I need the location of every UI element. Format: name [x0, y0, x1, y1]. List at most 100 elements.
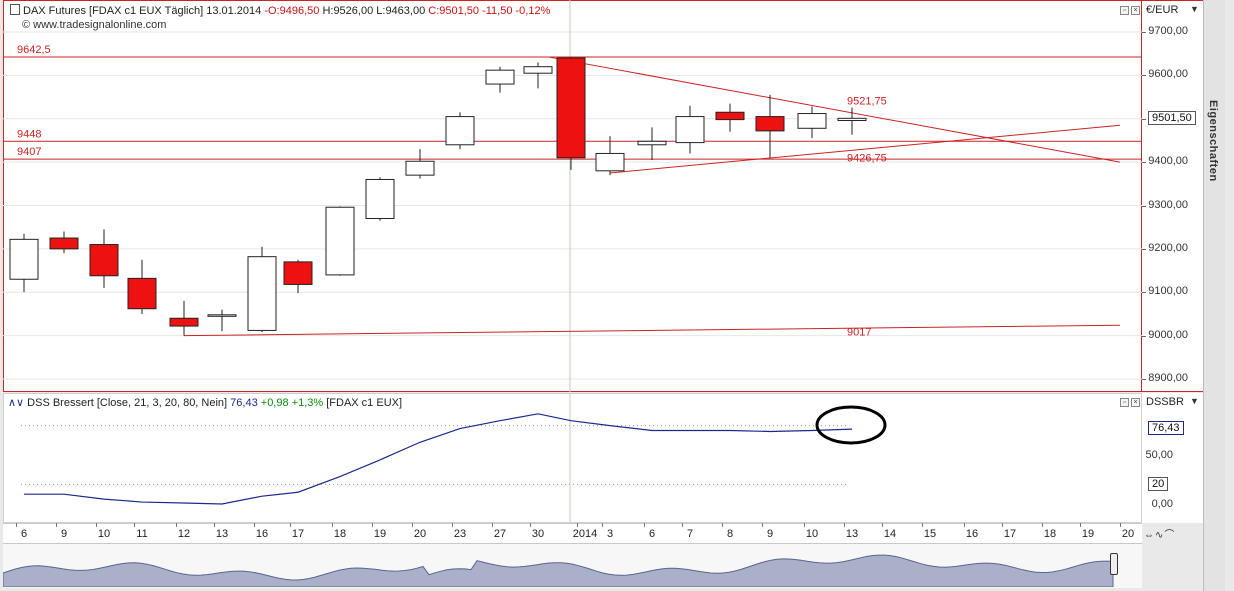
indicator-name: DSS Bressert [Close, 21, 3, 20, 80, Nein… [27, 397, 228, 409]
price-axis-tick-mark [1142, 118, 1146, 120]
candle-body [837, 117, 867, 121]
indicator-close-button[interactable]: × [1131, 398, 1140, 407]
time-axis-label: 16 [255, 528, 269, 540]
price-axis-tick-mark [1142, 292, 1146, 294]
time-axis-label: 7 [686, 528, 694, 540]
candle-body [595, 152, 625, 172]
ohlc-close: C:9501,50 [428, 5, 480, 17]
time-axis-tick [804, 523, 805, 527]
scroll-handle[interactable] [1110, 553, 1118, 575]
level-annotation-label: 9521,75 [847, 95, 887, 107]
indicator-maximize-button[interactable]: ▫ [1120, 398, 1129, 407]
time-axis-tick [1080, 523, 1081, 527]
indicator-tick-20: 20 [1148, 477, 1169, 491]
price-axis-tick: 9100,00 [1148, 285, 1188, 298]
time-axis-tick [492, 523, 493, 527]
time-axis-tick [922, 523, 923, 527]
watermark: © www.tradesignalonline.com [22, 19, 167, 31]
time-axis-tick [56, 523, 57, 527]
time-axis-label: 3 [606, 528, 614, 540]
time-axis-tick [1042, 523, 1043, 527]
indicator-axis-label: DSSBR [1146, 396, 1184, 408]
time-axis-label: 14 [883, 528, 897, 540]
indicator-svg [21, 393, 887, 523]
indicator-axis[interactable] [1142, 393, 1203, 523]
ohlc-high: H:9526,00 [322, 5, 374, 17]
candle-body [49, 237, 79, 250]
time-axis-tick [844, 523, 845, 527]
time-axis-label: 16 [965, 528, 979, 540]
time-axis-label: 9 [60, 528, 68, 540]
price-axis-tick: 9200,00 [1148, 241, 1188, 254]
candle-body [325, 206, 355, 276]
close-pane-button[interactable]: × [1131, 6, 1140, 15]
horizontal-level-label: 9448 [17, 128, 41, 140]
time-axis[interactable] [3, 523, 1142, 543]
properties-side-panel[interactable]: Eigenschaften [1203, 0, 1225, 591]
ohlc-low: L:9463,00 [376, 5, 426, 17]
horizontal-level-label: 9407 [17, 146, 41, 158]
price-axis-tick: 9400,00 [1148, 155, 1188, 168]
candle-body [797, 113, 827, 129]
price-axis[interactable] [1142, 0, 1203, 392]
candle-body [207, 314, 237, 317]
time-axis-label: 11 [136, 528, 148, 540]
ohlc-open: O:9496,50 [268, 5, 320, 17]
time-axis-label: 13 [215, 528, 229, 540]
trendline [547, 56, 1121, 163]
candle-body [755, 116, 785, 132]
price-axis-tick: 9600,00 [1148, 68, 1188, 81]
indicator-wave-icon: ∧∨ [8, 397, 25, 409]
time-axis-label: 15 [923, 528, 937, 540]
price-axis-tick-mark [1142, 335, 1146, 337]
chart-title: DAX Futures [FDAX c1 EUX Täglich] 13.01.… [10, 4, 550, 17]
time-axis-label: 9 [766, 528, 774, 540]
candle-body [169, 317, 199, 327]
candle-body [283, 261, 313, 285]
time-axis-label: 10 [97, 528, 111, 540]
indicator-title: ∧∨ DSS Bressert [Close, 21, 3, 20, 80, N… [8, 396, 402, 409]
chart-icon [10, 4, 20, 15]
time-axis-label: 18 [333, 528, 347, 540]
time-axis-tick [452, 523, 453, 527]
time-axis-label: 2014 [572, 528, 598, 540]
time-axis-label: 23 [453, 528, 467, 540]
candle-body [675, 116, 705, 144]
currency-dropdown-icon[interactable]: ▼ [1190, 4, 1199, 14]
time-axis-tick [96, 523, 97, 527]
level-annotation-label: 9017 [847, 326, 871, 338]
time-axis-label: 27 [493, 528, 507, 540]
horizontal-level-label: 9642,5 [17, 44, 51, 56]
price-axis-tick: 9000,00 [1148, 328, 1188, 341]
time-axis-label: 17 [291, 528, 305, 540]
indicator-pane[interactable] [3, 393, 1142, 523]
candle-body [445, 116, 475, 146]
indicator-dropdown-icon[interactable]: ▼ [1190, 396, 1199, 406]
candle-body [365, 178, 395, 220]
maximize-button[interactable]: ▫ [1120, 6, 1129, 15]
time-axis-label: 20 [1121, 528, 1135, 540]
currency-label: €/EUR [1146, 4, 1179, 16]
candle-body [247, 256, 277, 331]
highlight-circle [815, 405, 887, 445]
time-axis-tick [16, 523, 17, 527]
time-axis-label: 6 [648, 528, 656, 540]
indicator-value: 76,43 [230, 397, 258, 409]
time-axis-tick [882, 523, 883, 527]
time-axis-tick [530, 523, 531, 527]
overview-history-area [3, 554, 1114, 587]
properties-label: Eigenschaften [1207, 100, 1219, 182]
time-axis-label: 19 [373, 528, 387, 540]
dss-line [24, 413, 853, 505]
last-price-box: 9501,50 [1148, 111, 1196, 125]
level-annotation-label: 9426,75 [847, 153, 887, 165]
price-axis-tick-mark [1142, 162, 1146, 164]
candle-body [485, 69, 515, 85]
time-axis-label: 30 [531, 528, 545, 540]
time-axis-tick [254, 523, 255, 527]
price-axis-tick: 9300,00 [1148, 198, 1188, 211]
indicator-tick-0: 0,00 [1151, 498, 1173, 510]
time-axis-tick [722, 523, 723, 527]
time-axis-tick [602, 523, 603, 527]
axis-zoom-icon[interactable]: ⇔∿⌒ [1144, 530, 1176, 541]
